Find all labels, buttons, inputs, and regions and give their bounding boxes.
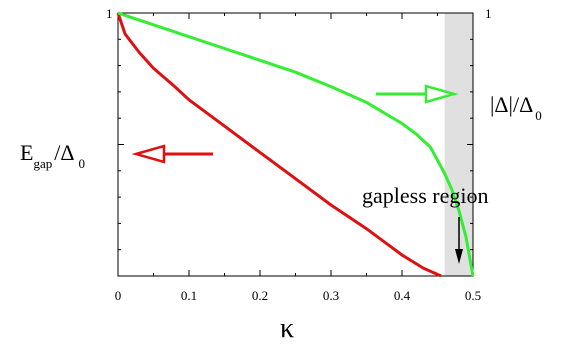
y-tick-left-label: 1 — [106, 6, 113, 21]
y-tick-right-label: 1 — [485, 6, 492, 21]
series-line-red — [116, 12, 442, 278]
y-right-sub: 0 — [535, 108, 542, 123]
y-left-sub2: 0 — [79, 156, 86, 171]
x-axis-label: κ — [280, 313, 294, 344]
y-left-mid: /Δ — [54, 140, 74, 165]
y-left-sub: gap — [33, 156, 52, 171]
x-tick-label: 0.1 — [181, 288, 197, 303]
arrow-left-icon — [131, 144, 213, 164]
x-tick-label: 0.2 — [252, 288, 268, 303]
gapless-region-label: gapless region — [362, 183, 488, 208]
y-axis-label-left: Egap/Δ 0 — [20, 140, 85, 171]
gapless-region-arrow — [455, 217, 463, 264]
tick-marks — [117, 12, 474, 277]
x-tick-label: 0.5 — [465, 288, 481, 303]
series-line-green — [117, 11, 475, 277]
arrow-right-icon — [376, 84, 459, 104]
x-tick-label: 0 — [115, 288, 122, 303]
y-right-main: |Δ|/Δ — [490, 92, 533, 117]
arrows — [131, 84, 459, 164]
series-lines — [116, 11, 475, 278]
y-axis-label-right: |Δ|/Δ 0 — [490, 92, 542, 123]
y-left-main: E — [20, 140, 33, 165]
plot-frame — [117, 12, 474, 277]
x-tick-labels: 0 0.1 0.2 0.3 0.4 0.5 — [115, 288, 481, 303]
x-tick-label: 0.4 — [394, 288, 411, 303]
x-tick-label: 0.3 — [323, 288, 339, 303]
